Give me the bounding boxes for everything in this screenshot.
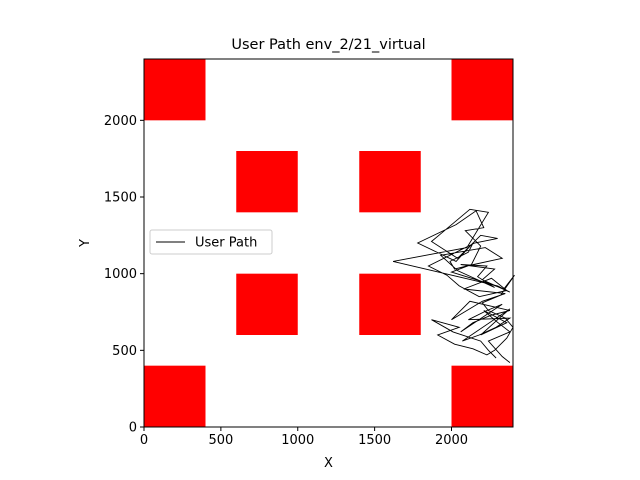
obstacle-3 [236,151,298,213]
obstacle-2 [451,59,513,121]
obstacle-1 [144,59,206,121]
y-tick-label: 1000 [104,267,137,282]
axes-frame [143,58,514,428]
x-axis-label: X [324,456,333,471]
y-tick-label: 2000 [104,114,137,129]
x-tick-label: 1000 [281,433,314,448]
y-tick-label: 500 [112,344,137,359]
x-tick-label: 2000 [435,433,468,448]
plot-area [143,58,515,428]
series-line-user-path [392,208,515,363]
x-tick-label: 0 [140,433,148,448]
obstacle-5 [236,273,298,335]
path-group [392,208,515,363]
y-axis: 0 500 1000 1500 2000 [104,114,144,436]
y-axis-label: Y [78,239,93,248]
legend-label-user-path: User Path [195,236,257,251]
obstacle-6 [359,273,421,335]
x-axis: 0 500 1000 1500 2000 [140,427,468,448]
obstacle-8 [451,365,513,427]
legend: User Path [149,229,273,255]
y-tick-label: 1500 [104,191,137,206]
chart-title: User Path env_2/21_virtual [231,37,425,53]
obstacle-group [144,59,513,427]
legend-box [149,229,273,255]
obstacle-4 [359,151,421,213]
y-tick-label: 0 [129,421,137,436]
x-tick-label: 500 [208,433,233,448]
obstacle-7 [144,365,206,427]
x-tick-label: 1500 [358,433,391,448]
